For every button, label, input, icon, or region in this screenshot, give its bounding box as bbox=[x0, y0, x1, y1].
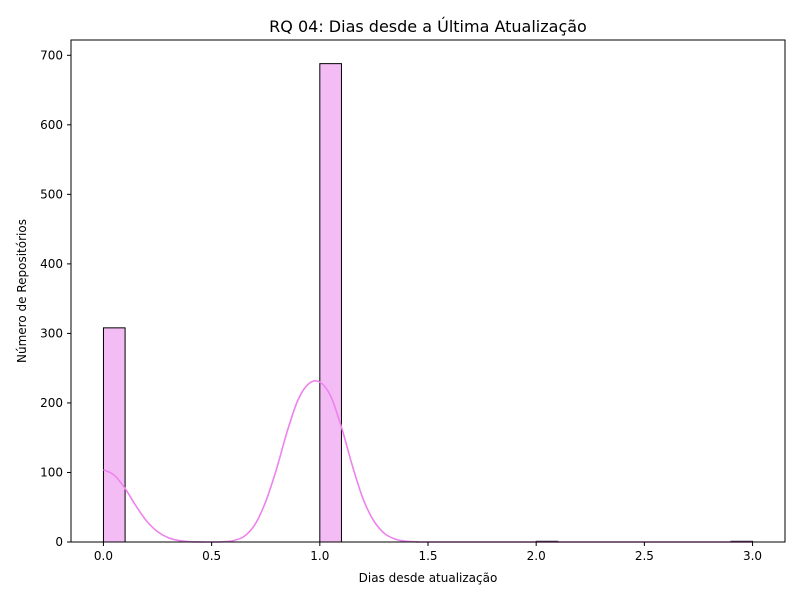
y-tick-label: 0 bbox=[55, 535, 63, 549]
histogram-bar bbox=[102, 327, 126, 543]
x-axis-label: Dias desde atualização bbox=[359, 571, 498, 585]
y-tick-label: 200 bbox=[40, 396, 63, 410]
axes-frame bbox=[70, 39, 786, 543]
y-axis: 0 100 200 300 400 500 600 700 bbox=[40, 48, 71, 549]
y-tick-label: 400 bbox=[40, 257, 63, 271]
x-tick-label: 0.0 bbox=[94, 549, 113, 563]
x-tick-label: 2.5 bbox=[635, 549, 654, 563]
x-axis: 0.0 0.5 1.0 1.5 2.0 2.5 3.0 bbox=[94, 542, 762, 563]
x-tick-label: 2.0 bbox=[527, 549, 546, 563]
bars-layer bbox=[102, 63, 754, 543]
y-tick-label: 700 bbox=[40, 48, 63, 62]
y-tick-label: 600 bbox=[40, 118, 63, 132]
x-tick-label: 0.5 bbox=[202, 549, 221, 563]
x-tick-label: 1.5 bbox=[418, 549, 437, 563]
chart-title: RQ 04: Dias desde a Última Atualização bbox=[269, 17, 587, 36]
histogram-bar bbox=[319, 63, 342, 543]
x-tick-label: 1.0 bbox=[310, 549, 329, 563]
y-tick-label: 100 bbox=[40, 465, 63, 479]
y-tick-label: 500 bbox=[40, 187, 63, 201]
y-tick-label: 300 bbox=[40, 326, 63, 340]
y-axis-label: Número de Repositórios bbox=[15, 219, 29, 363]
x-tick-label: 3.0 bbox=[743, 549, 762, 563]
kde-curve bbox=[103, 380, 753, 543]
